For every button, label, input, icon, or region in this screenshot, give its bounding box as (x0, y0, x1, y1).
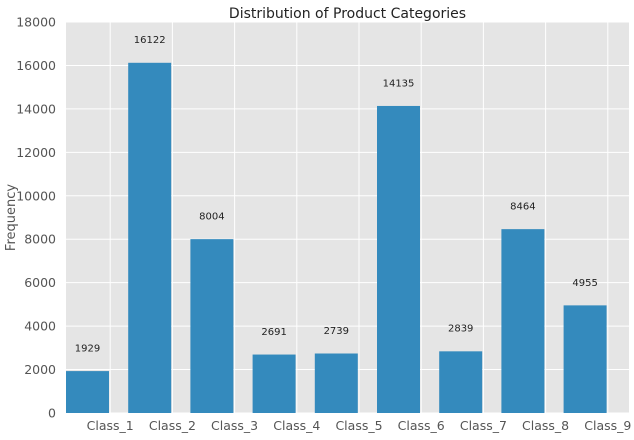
y-tick-label: 18000 (16, 15, 56, 30)
x-axis-ticks: Class_1 Class_2 Class_3 Class_4 Class_5 Class… (87, 418, 632, 433)
chart-title: Distribution of Product Categories (229, 6, 466, 22)
bars (66, 62, 607, 413)
data-label: 4955 (572, 278, 597, 289)
bar-class-9 (563, 305, 607, 413)
data-label: 14135 (383, 78, 415, 89)
y-tick-label: 4000 (24, 319, 56, 334)
data-label: 1929 (75, 344, 100, 355)
y-tick-label: 2000 (24, 362, 56, 377)
data-label: 2839 (448, 324, 473, 335)
x-tick-label: Class_9 (584, 418, 631, 433)
x-tick-label: Class_8 (522, 418, 569, 433)
bar-class-3 (190, 239, 234, 413)
y-tick-label: 14000 (16, 101, 56, 116)
data-label: 8004 (199, 212, 224, 223)
bar-class-6 (377, 105, 420, 413)
bar-class-8 (501, 229, 545, 413)
y-axis-ticks: 0 2000 4000 6000 8000 10000 12000 14000 16000 180… (16, 15, 56, 421)
y-tick-label: 16000 (16, 58, 56, 73)
bar-class-7 (439, 351, 483, 413)
bar-class-5 (314, 353, 358, 413)
data-labels: 1929 16122 8004 2691 2739 14135 2839 8464 4955 (75, 35, 598, 354)
bar-class-4 (252, 354, 296, 413)
y-tick-label: 6000 (24, 275, 56, 290)
y-tick-label: 12000 (16, 145, 56, 160)
x-tick-label: Class_5 (335, 418, 382, 433)
y-tick-label: 10000 (16, 188, 56, 203)
data-label: 8464 (510, 202, 535, 213)
data-label: 16122 (134, 35, 166, 46)
data-label: 2691 (261, 327, 286, 338)
data-label: 2739 (324, 326, 349, 337)
x-tick-label: Class_1 (87, 418, 134, 433)
bar-class-1 (66, 371, 109, 413)
x-tick-label: Class_2 (149, 418, 196, 433)
y-tick-label: 8000 (24, 232, 56, 247)
y-axis-label: Frequency (4, 184, 19, 251)
bar-class-2 (128, 62, 172, 413)
x-tick-label: Class_4 (273, 418, 320, 433)
x-tick-label: Class_7 (460, 418, 507, 433)
y-tick-label: 0 (48, 406, 56, 421)
x-tick-label: Class_3 (211, 418, 258, 433)
x-tick-label: Class_6 (398, 418, 445, 433)
